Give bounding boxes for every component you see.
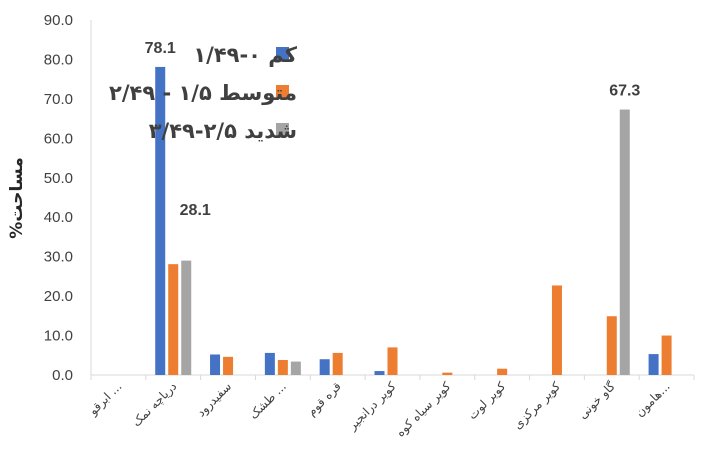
x-tick-label: کویر مرکزی	[510, 379, 564, 433]
x-tick-label: گاو خونی	[576, 379, 619, 422]
x-tick-label: کویر لوت	[465, 379, 509, 423]
y-tick-label: 50.0	[44, 170, 73, 187]
bar	[210, 354, 221, 375]
bar	[223, 356, 234, 375]
x-tick-label: هامون...	[632, 379, 673, 420]
y-tick-label: 0.0	[52, 367, 73, 384]
y-tick-label: 80.0	[44, 51, 73, 68]
y-tick-label: 20.0	[44, 288, 73, 305]
x-tick-label: کویر سیاه کوه	[393, 379, 454, 440]
bar	[277, 360, 288, 375]
bar	[374, 371, 385, 375]
y-tick-label: 30.0	[44, 249, 73, 266]
y-tick-label: 70.0	[44, 91, 73, 108]
x-tick-label: کویر درانجیر	[345, 379, 400, 434]
bar	[442, 372, 453, 375]
bar	[290, 361, 301, 375]
bar	[387, 347, 398, 375]
data-label: 28.1	[180, 202, 211, 219]
x-tick-label: ابرقو ...	[85, 379, 125, 419]
y-tick-label: 40.0	[44, 209, 73, 226]
bar	[168, 264, 179, 375]
bar	[332, 352, 343, 375]
y-tick-label: 90.0	[44, 12, 73, 29]
bar	[181, 260, 192, 375]
legend-label: متوسط ۱/۵ - ۲/۴۹	[109, 81, 297, 105]
bar	[264, 352, 275, 375]
y-tick-label: 10.0	[44, 328, 73, 345]
legend-label: کم ۰-۱/۴۹	[193, 43, 297, 67]
legend-swatch	[276, 123, 289, 136]
bar	[661, 335, 672, 375]
data-label: 67.3	[609, 83, 640, 100]
bar	[155, 66, 166, 375]
y-tick-label: 60.0	[44, 130, 73, 147]
x-tick-label: طشک ...	[246, 379, 289, 422]
x-tick-label: قره قوم	[304, 379, 344, 419]
x-tick-label: دریاچه نمک	[129, 379, 180, 430]
bar	[497, 368, 508, 375]
bar	[319, 359, 330, 375]
y-axis-title: %مساحت	[7, 157, 27, 239]
legend-label: شدید ۲/۵-۳/۴۹	[149, 119, 297, 143]
data-label: 78.1	[145, 40, 176, 57]
bar	[606, 316, 617, 375]
bar	[551, 285, 562, 375]
legend-swatch	[276, 85, 289, 98]
bar	[619, 109, 630, 376]
x-tick-label: سفیدرود	[194, 379, 235, 420]
bar	[648, 354, 659, 375]
legend-swatch	[276, 47, 289, 60]
